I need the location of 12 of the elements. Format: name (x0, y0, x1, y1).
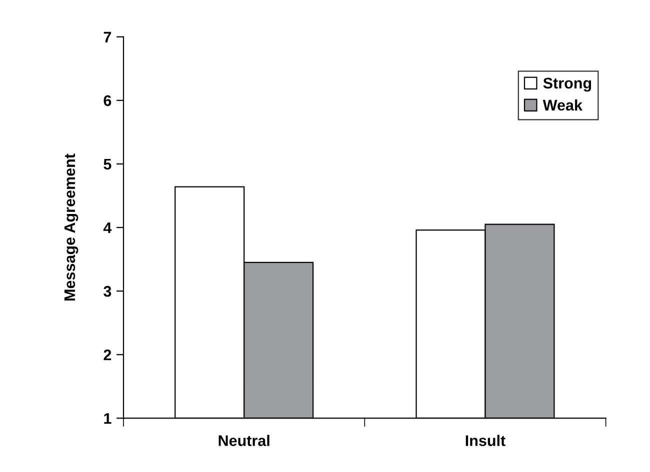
x-tick-label: Insult (466, 434, 506, 446)
y-axis-title: Message Agreement (64, 154, 78, 300)
y-tick-label: 3 (104, 286, 112, 297)
legend-label: Weak (542, 99, 582, 111)
x-tick-label: Neutral (218, 434, 270, 446)
y-tick-label: 5 (104, 158, 112, 170)
y-tick-label: 4 (103, 222, 112, 234)
y-tick-label: 1 (104, 413, 112, 424)
y-tick-label: 7 (104, 32, 112, 42)
y-tick-label: 6 (104, 95, 112, 106)
legend-label: Strong (543, 78, 592, 92)
y-tick-label: 2 (104, 349, 112, 360)
